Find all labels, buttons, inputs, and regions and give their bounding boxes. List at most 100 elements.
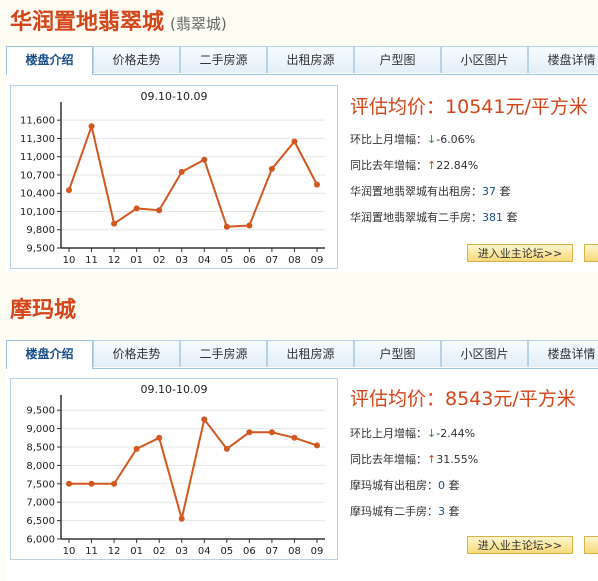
up-arrow-icon: ↑ <box>427 453 437 466</box>
mom-label: 环比上月增幅： <box>350 427 427 440</box>
x-tick-label: 09 <box>311 546 324 557</box>
unit-label: 套 <box>448 505 460 518</box>
y-tick-label: 9,500 <box>26 244 55 255</box>
unit-label: 套 <box>506 211 518 224</box>
extra-button[interactable] <box>584 536 598 554</box>
extra-button[interactable] <box>584 244 598 262</box>
tab-rental[interactable]: 出租房源 <box>267 46 354 73</box>
y-tick-label: 9,800 <box>26 225 55 236</box>
x-tick-label: 10 <box>63 255 76 266</box>
x-tick-label: 05 <box>220 255 233 266</box>
data-point <box>246 429 253 436</box>
avg-price: 评估均价：10541元/平方米 <box>350 92 588 119</box>
series-line <box>69 417 318 520</box>
tab-resale[interactable]: 二手房源 <box>180 340 267 367</box>
listing-title[interactable]: 摩玛城 <box>10 292 82 324</box>
yoy-change: 同比去年增幅：↑22.84% <box>350 157 478 173</box>
y-tick-label: 11,600 <box>20 116 55 127</box>
x-tick-label: 04 <box>198 255 211 266</box>
mom-label: 环比上月增幅： <box>350 133 427 146</box>
price-chart-svg: 09.10-10.09 6,000 6,500 7,000 7,500 8,000 8,50… <box>26 383 325 557</box>
tab-rental[interactable]: 出租房源 <box>267 340 354 367</box>
data-point <box>178 168 185 175</box>
data-point <box>314 442 320 449</box>
tab-floorplans[interactable]: 户型图 <box>354 46 441 73</box>
data-point <box>268 165 275 172</box>
x-tick-label: 01 <box>130 546 143 557</box>
y-tick-label: 6,500 <box>26 516 55 527</box>
rental-label: 摩玛城有出租房： <box>350 479 438 492</box>
x-tick-label: 12 <box>108 546 121 557</box>
resale-count-link[interactable]: 3 <box>438 505 445 518</box>
unit-label: 套 <box>499 185 511 198</box>
data-point <box>66 187 72 194</box>
data-point <box>291 434 298 441</box>
rental-count-link[interactable]: 0 <box>438 479 445 492</box>
series-line <box>68 122 318 228</box>
x-tick-label: 12 <box>108 255 121 266</box>
tab-intro[interactable]: 楼盘介绍 <box>6 46 93 75</box>
resale-count-link[interactable]: 381 <box>482 211 503 224</box>
data-point <box>201 416 208 423</box>
x-tick-label: 11 <box>85 255 98 266</box>
data-point <box>223 223 230 230</box>
avg-price-label: 评估均价： <box>350 388 446 410</box>
mom-change: 环比上月增幅：↓-6.06% <box>350 131 475 147</box>
forum-button[interactable]: 进入业主论坛>> <box>467 244 573 262</box>
x-tick-label: 11 <box>85 546 98 557</box>
y-tick-label: 11,300 <box>20 134 55 145</box>
listing-block: 华润置地翡翠城 (翡翠城) 楼盘介绍 价格走势 二手房源 出租房源 户型图 小区图… <box>0 0 598 272</box>
data-point <box>291 138 298 145</box>
x-tick-label: 03 <box>175 546 188 557</box>
tab-price-trend[interactable]: 价格走势 <box>93 46 180 73</box>
unit-label: 套 <box>448 479 460 492</box>
tab-intro[interactable]: 楼盘介绍 <box>6 340 93 369</box>
mom-value: -6.06% <box>436 133 476 146</box>
rental-count-link[interactable]: 37 <box>482 185 496 198</box>
y-tick-label: 10,700 <box>20 170 55 181</box>
listing-name[interactable]: 摩玛城 <box>10 298 77 323</box>
yoy-label: 同比去年增幅： <box>350 159 427 172</box>
x-tick-label: 05 <box>220 546 233 557</box>
x-tick-label: 03 <box>175 255 188 266</box>
x-tick-label: 04 <box>198 546 211 557</box>
mom-value: -2.44% <box>436 427 476 440</box>
x-tick-label: 07 <box>266 546 279 557</box>
tab-resale[interactable]: 二手房源 <box>180 46 267 73</box>
tab-photos[interactable]: 小区图片 <box>441 340 528 367</box>
data-point <box>201 156 208 163</box>
forum-button[interactable]: 进入业主论坛>> <box>467 536 573 554</box>
data-point <box>156 207 163 214</box>
data-point <box>223 445 230 452</box>
tab-photos[interactable]: 小区图片 <box>441 46 528 73</box>
tab-floorplans[interactable]: 户型图 <box>354 340 441 367</box>
data-point <box>88 480 95 487</box>
rental-count: 摩玛城有出租房：0 套 <box>350 477 460 493</box>
yoy-label: 同比去年增幅： <box>350 453 427 466</box>
yoy-value: 31.55% <box>436 453 479 466</box>
avg-price-value: 8543元/平方米 <box>445 388 576 410</box>
listing-block: 摩玛城 楼盘介绍 价格走势 二手房源 出租房源 户型图 小区图片 楼盘详情 09… <box>0 284 598 581</box>
y-tick-label: 10,100 <box>20 207 55 218</box>
y-tick-label: 8,500 <box>26 443 55 454</box>
avg-price-value: 10541元/平方米 <box>445 96 588 118</box>
x-tick-label: 02 <box>153 255 166 266</box>
tab-bar: 楼盘介绍 价格走势 二手房源 出租房源 户型图 小区图片 楼盘详情 <box>6 46 598 75</box>
yoy-value: 22.84% <box>436 159 479 172</box>
resale-label: 华润置地翡翠城有二手房： <box>350 211 482 224</box>
listing-name[interactable]: 华润置地翡翠城 <box>10 10 165 35</box>
tab-price-trend[interactable]: 价格走势 <box>93 340 180 367</box>
listing-title[interactable]: 华润置地翡翠城 (翡翠城) <box>10 4 227 36</box>
data-point <box>314 181 320 188</box>
avg-price-label: 评估均价： <box>350 96 446 118</box>
y-tick-label: 9,000 <box>26 424 55 435</box>
chart-title: 09.10-10.09 <box>141 383 208 396</box>
resale-label: 摩玛城有二手房： <box>350 505 438 518</box>
data-point <box>111 220 118 227</box>
tab-details[interactable]: 楼盘详情 <box>528 340 598 367</box>
x-tick-label: 10 <box>63 546 76 557</box>
tab-details[interactable]: 楼盘详情 <box>528 46 598 73</box>
price-chart: 09.10-10.09 9,500 9,800 10,100 10,400 10,700 1… <box>10 85 338 269</box>
x-tick-label: 01 <box>130 255 143 266</box>
y-tick-label: 7,500 <box>26 479 55 490</box>
